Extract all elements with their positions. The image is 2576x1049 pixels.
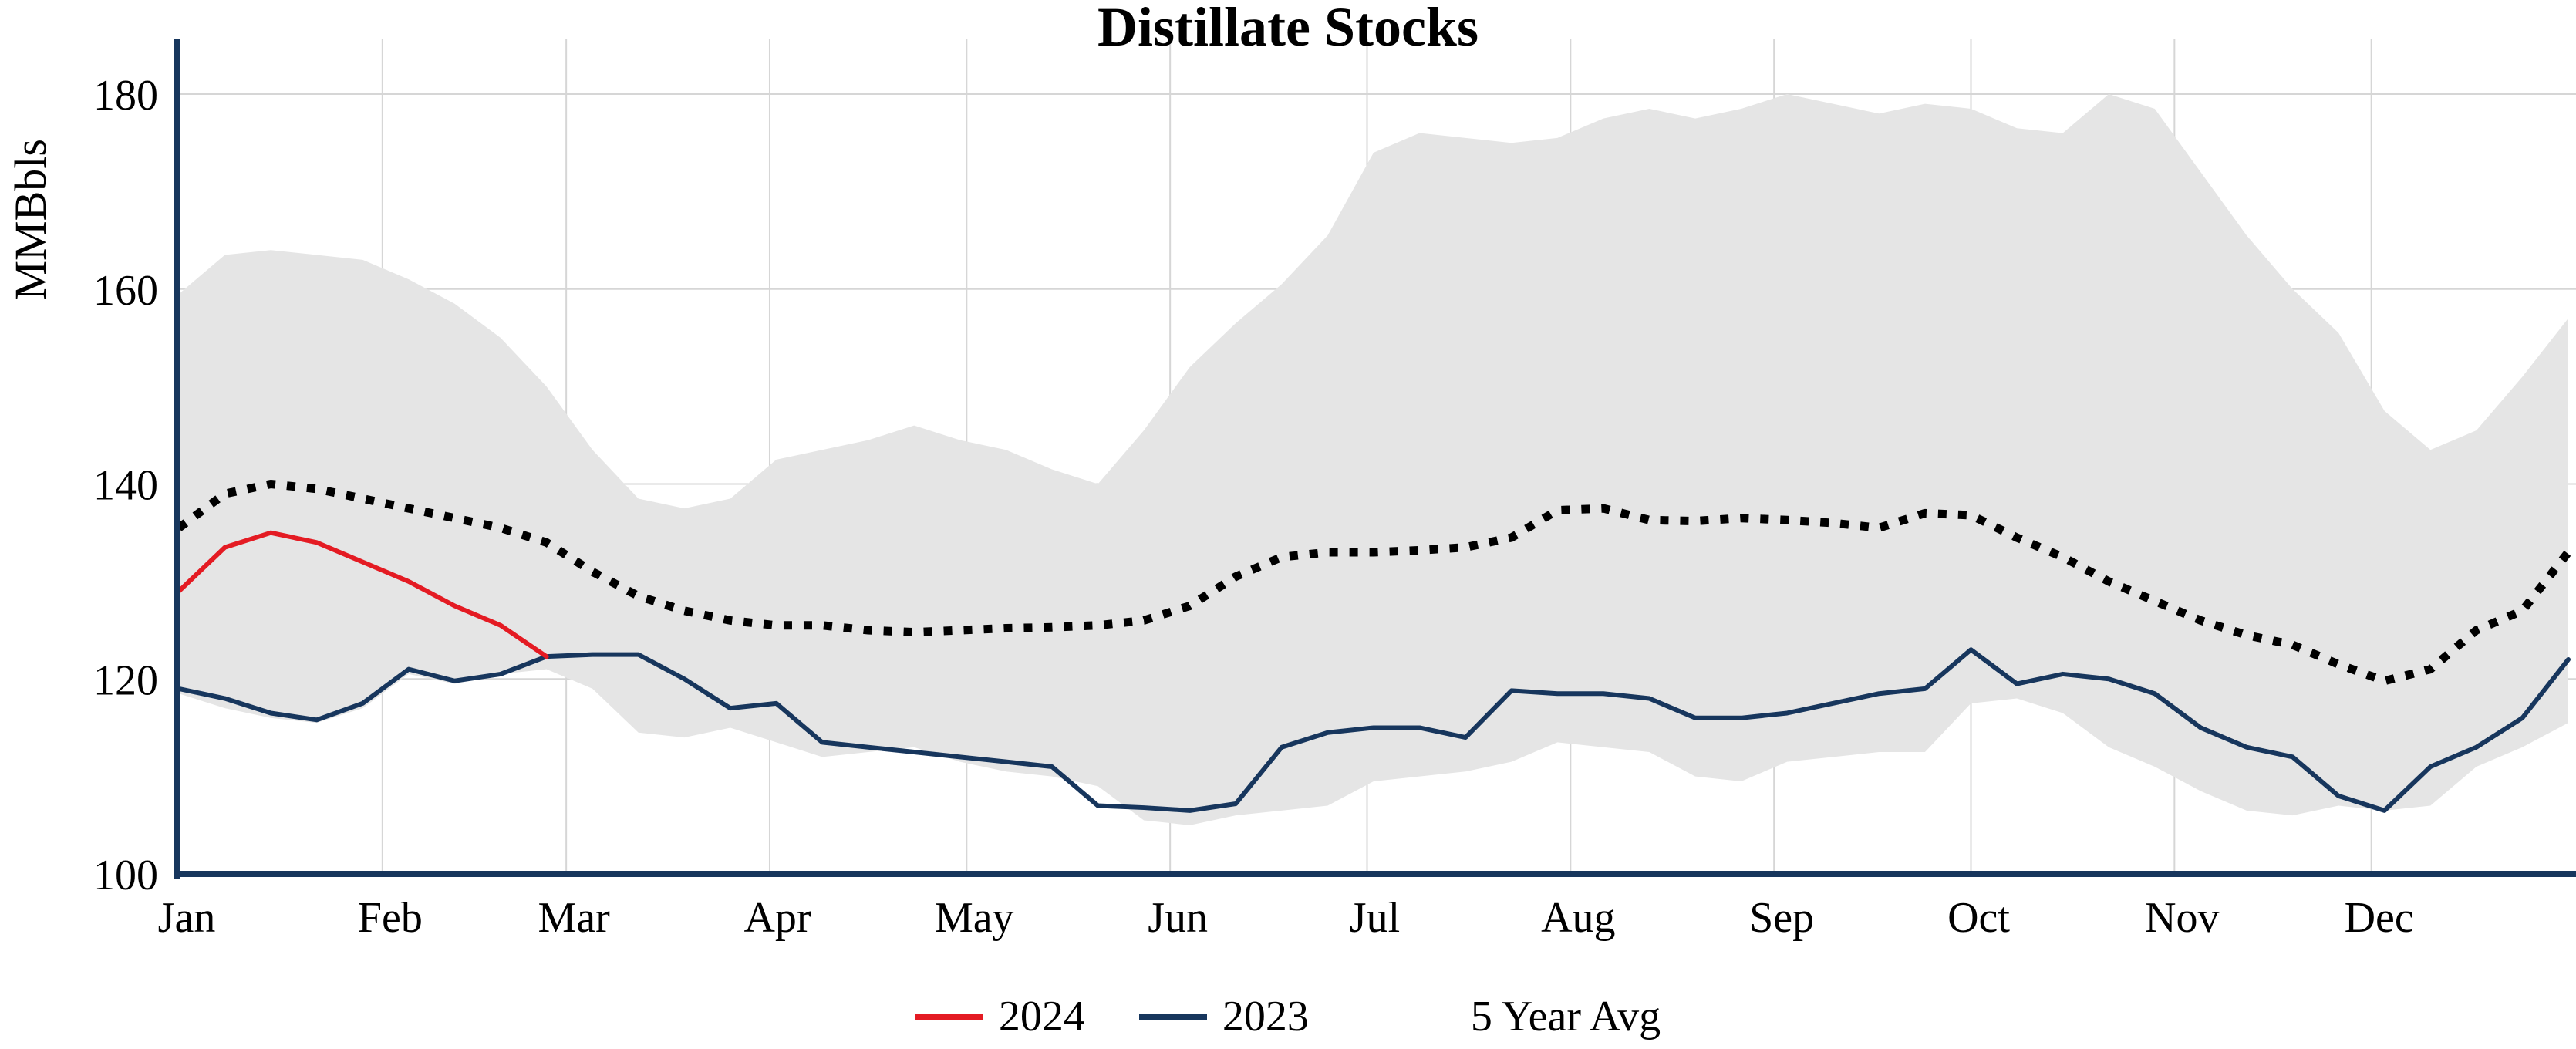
series-line-2023 [177,647,2571,813]
five-year-range-band [179,94,2568,825]
y-tick-label: 160 [93,267,158,315]
legend-item-2023: 2023 [1138,992,1309,1041]
x-tick-label: Feb [358,894,423,942]
x-tick-label: Mar [538,894,610,942]
x-tick-label: May [935,894,1014,942]
legend: 2024 2023 5 Year Avg [0,992,2576,1041]
x-tick-label: Aug [1541,894,1615,942]
legend-label-5yr-avg: 5 Year Avg [1470,993,1661,1041]
legend-line-5yr-avg-icon [1363,1012,1455,1021]
legend-label-2024: 2024 [998,993,1085,1041]
x-tick-label: Jul [1350,894,1400,942]
legend-item-2024: 2024 [915,992,1085,1041]
legend-line-2023-icon [1138,1014,1207,1020]
y-tick-label: 180 [93,72,158,120]
legend-line-2024-icon [915,1014,983,1020]
y-tick-label: 100 [93,852,158,899]
legend-item-5yr-avg: 5 Year Avg [1363,992,1661,1041]
x-tick-label: Jun [1148,894,1208,942]
y-tick-label: 120 [93,656,158,704]
series-line-5-year-avg [176,480,2572,686]
x-tick-label: Apr [743,894,811,942]
x-tick-label: Sep [1749,894,1814,942]
x-tick-label: Nov [2145,894,2219,942]
x-tick-label: Jan [158,894,216,942]
series-line-2024 [177,530,549,659]
x-tick-label: Dec [2345,894,2414,942]
y-axis-label: MMBbls [5,139,56,301]
chart-title: Distillate Stocks [1097,0,1479,58]
x-tick-label: Oct [1947,894,2010,942]
y-tick-label: 140 [93,462,158,510]
legend-label-2023: 2023 [1222,993,1309,1041]
